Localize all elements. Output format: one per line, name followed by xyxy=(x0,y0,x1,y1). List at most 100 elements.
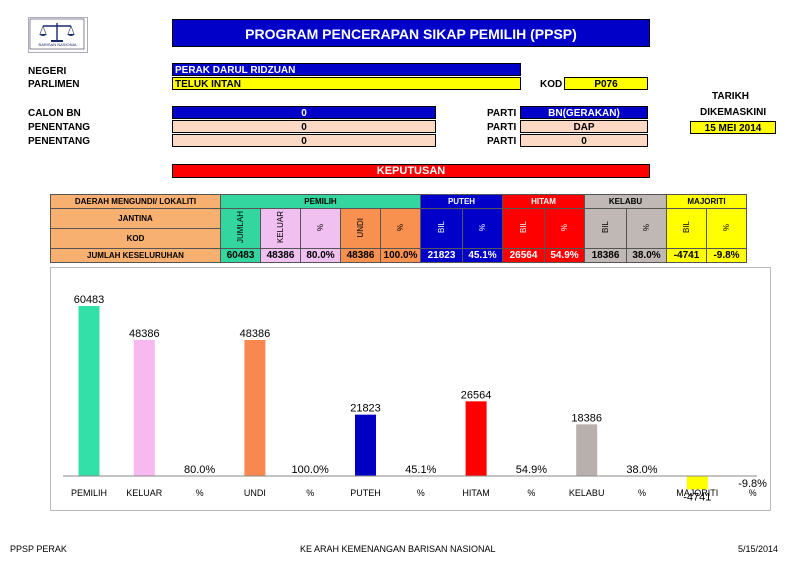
undi-subheader: UNDI xyxy=(356,217,365,238)
daerah-header: DAERAH MENGUNDI/ LOKALITI xyxy=(50,194,221,209)
footer-right: 5/15/2014 xyxy=(738,544,779,554)
parlimen-label: PARLIMEN xyxy=(28,79,80,90)
tick-label-8: % xyxy=(527,488,535,498)
tick-label-5: PUTEH xyxy=(350,488,381,498)
kod-field: P076 xyxy=(564,77,648,90)
hitam-bil-subheader: BIL xyxy=(519,221,528,234)
data-label-6: 45.1% xyxy=(405,464,436,476)
hitam-header: HITAM xyxy=(502,194,585,209)
kelabu-pct-subheader: % xyxy=(642,223,651,232)
tick-label-4: % xyxy=(306,488,314,498)
data-label-4: 100.0% xyxy=(292,464,330,476)
logo-text: BARISAN NASIONAL xyxy=(38,42,78,47)
data-label-12: -9.8% xyxy=(738,478,767,490)
data-label-2: 80.0% xyxy=(184,464,215,476)
data-label-7: 26564 xyxy=(461,389,492,401)
tick-label-10: % xyxy=(638,488,646,498)
puteh-header: PUTEH xyxy=(420,194,503,209)
bar-1 xyxy=(133,340,155,476)
bar-11 xyxy=(686,476,708,490)
parti-3-label: PARTI xyxy=(487,136,517,147)
data-label-1: 48386 xyxy=(129,328,160,340)
hitam-pct-subheader: % xyxy=(560,223,569,232)
jumlah-value: 60483 xyxy=(220,248,261,263)
parti-3-field: 0 xyxy=(520,134,648,147)
bar-3 xyxy=(244,340,266,476)
parti-1-field: BN(GERAKAN) xyxy=(520,106,648,119)
tick-label-2: % xyxy=(196,488,204,498)
calon-bn-field: 0 xyxy=(172,106,436,119)
penentang-2-field: 0 xyxy=(172,134,436,147)
penentang-1-label: PENENTANG xyxy=(28,122,91,133)
hitam-pct-value: 54.9% xyxy=(544,248,585,263)
puteh-bil-value: 21823 xyxy=(420,248,463,263)
kelabu-bil-value: 18386 xyxy=(584,248,627,263)
puteh-pct-value: 45.1% xyxy=(462,248,503,263)
tick-label-11: MAJORITI xyxy=(676,488,718,498)
tarikh-field: 15 MEI 2014 xyxy=(690,121,776,134)
penentang-2-label: PENENTANG xyxy=(28,136,91,147)
pemilih-header: PEMILIH xyxy=(220,194,421,209)
tick-label-3: UNDI xyxy=(244,488,266,498)
bar-5 xyxy=(355,414,376,476)
penentang-1-field: 0 xyxy=(172,120,436,133)
tick-label-0: PEMILIH xyxy=(71,488,107,498)
parti-2-label: PARTI xyxy=(487,122,517,133)
pct2-value: 100.0% xyxy=(380,248,421,263)
undi-value: 48386 xyxy=(340,248,381,263)
bar-0 xyxy=(78,306,100,476)
results-table: DAERAH MENGUNDI/ LOKALITI PEMILIH PUTEH … xyxy=(50,194,747,263)
kod-label: KOD xyxy=(540,79,563,90)
puteh-pct-subheader: % xyxy=(478,223,487,232)
bar-7 xyxy=(465,401,487,476)
bar-9 xyxy=(576,424,598,476)
kelabu-header: KELABU xyxy=(584,194,667,209)
majoriti-pct-value: -9.8% xyxy=(706,248,747,263)
parti-1-label: PARTI xyxy=(487,108,517,119)
keluar-value: 48386 xyxy=(260,248,301,263)
bar-chart-svg: 60483 PEMILIH 48386 KELUAR 80.0%% 48386 UNDI 10… xyxy=(63,294,767,503)
data-label-9: 18386 xyxy=(571,412,602,424)
tick-label-6: % xyxy=(417,488,425,498)
tick-label-12: % xyxy=(749,488,757,498)
kelabu-pct-value: 38.0% xyxy=(626,248,667,263)
pct2-subheader: % xyxy=(396,223,405,232)
majoriti-bil-subheader: BIL xyxy=(682,221,691,234)
tick-label-7: HITAM xyxy=(462,488,489,498)
jantina-label: JANTINA xyxy=(50,208,221,229)
tarikh-label: TARIKH xyxy=(712,91,750,102)
parlimen-field: TELUK INTAN xyxy=(172,77,521,90)
jumlah-subheader: JUMLAH xyxy=(236,211,245,244)
kod-row-label: KOD xyxy=(50,228,221,249)
pct1-subheader: % xyxy=(316,223,325,232)
data-label-10: 38.0% xyxy=(626,464,657,476)
calon-bn-label: CALON BN xyxy=(28,108,81,119)
data-label-0: 60483 xyxy=(74,294,105,306)
pct1-value: 80.0% xyxy=(300,248,341,263)
keputusan-banner: KEPUTUSAN xyxy=(172,164,650,178)
footer-center: KE ARAH KEMENANGAN BARISAN NASIONAL xyxy=(300,544,496,554)
dikemaskini-label: DIKEMASKINI xyxy=(700,107,767,118)
majoriti-bil-value: -4741 xyxy=(666,248,707,263)
majoriti-header: MAJORITI xyxy=(666,194,747,209)
negeri-field: PERAK DARUL RIDZUAN xyxy=(172,63,521,76)
tick-label-1: KELUAR xyxy=(126,488,163,498)
data-label-11: -4741 xyxy=(683,491,711,503)
hitam-bil-value: 26564 xyxy=(502,248,545,263)
data-label-3: 48386 xyxy=(240,328,271,340)
tick-label-9: KELABU xyxy=(569,488,605,498)
bar-chart: 60483 PEMILIH 48386 KELUAR 80.0%% 48386 UNDI 10… xyxy=(50,267,771,511)
data-label-8: 54.9% xyxy=(516,464,547,476)
parti-2-field: DAP xyxy=(520,120,648,133)
jumlah-keseluruhan-label: JUMLAH KESELURUHAN xyxy=(50,248,221,263)
negeri-label: NEGERI xyxy=(28,66,67,77)
page-title: PROGRAM PENCERAPAN SIKAP PEMILIH (PPSP) xyxy=(172,19,650,47)
puteh-bil-subheader: BIL xyxy=(437,221,446,234)
kelabu-bil-subheader: BIL xyxy=(601,221,610,234)
logo: BARISAN NASIONAL xyxy=(28,17,88,53)
data-label-5: 21823 xyxy=(350,403,381,415)
majoriti-pct-subheader: % xyxy=(722,223,731,232)
scales-logo-icon xyxy=(29,18,85,50)
keluar-subheader: KELUAR xyxy=(276,211,285,244)
footer-left: PPSP PERAK xyxy=(10,544,67,554)
